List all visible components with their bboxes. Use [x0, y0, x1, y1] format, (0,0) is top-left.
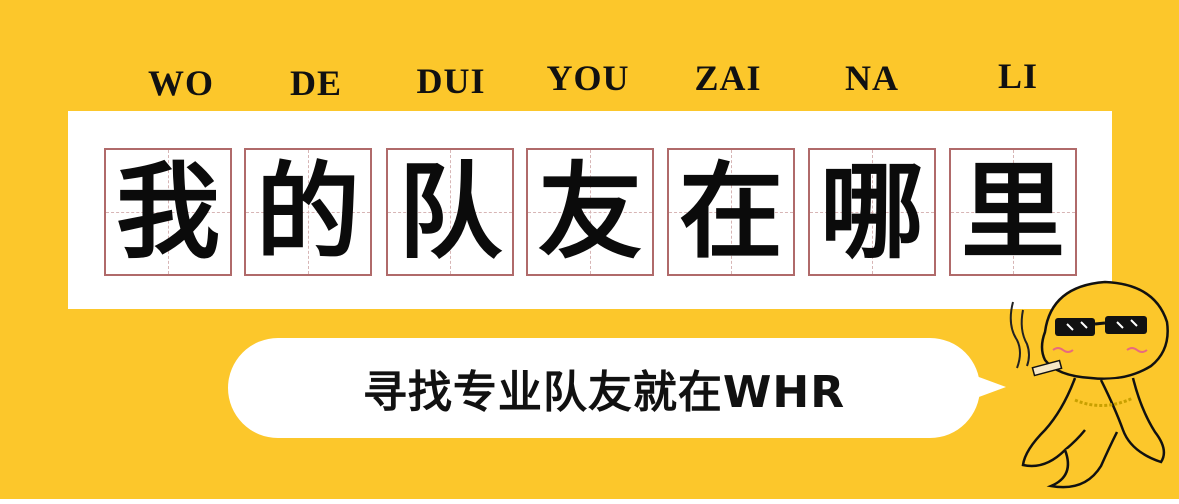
title-cell: 队	[386, 148, 514, 276]
pinyin-dui: DUI	[416, 61, 486, 101]
title-cell: 在	[667, 148, 795, 276]
title-cell: 我	[104, 148, 232, 276]
pinyin-you: YOU	[546, 58, 630, 98]
speech-bubble-tail	[968, 373, 1006, 401]
title-char: 友	[537, 151, 642, 273]
title-cell: 友	[526, 148, 654, 276]
mascot-illustration	[1009, 280, 1169, 489]
pinyin-na: NA	[845, 58, 899, 98]
title-cell: 的	[244, 148, 372, 276]
pinyin-wo: WO	[147, 63, 214, 103]
title-char: 哪	[819, 151, 924, 273]
title-char: 里	[960, 151, 1065, 273]
title-char: 在	[678, 151, 783, 273]
pinyin-de: DE	[289, 63, 342, 103]
title-char: 队	[397, 151, 502, 273]
title-char: 的	[255, 151, 360, 273]
pinyin-zai: ZAI	[694, 58, 762, 98]
title-cell: 哪	[808, 148, 936, 276]
speech-bubble	[228, 338, 980, 438]
pinyin-li: LI	[997, 56, 1039, 96]
slogan-text: 寻找专业队友就在WHR	[362, 367, 846, 418]
title-char: 我	[115, 151, 220, 273]
title-cell: 里	[949, 148, 1077, 276]
